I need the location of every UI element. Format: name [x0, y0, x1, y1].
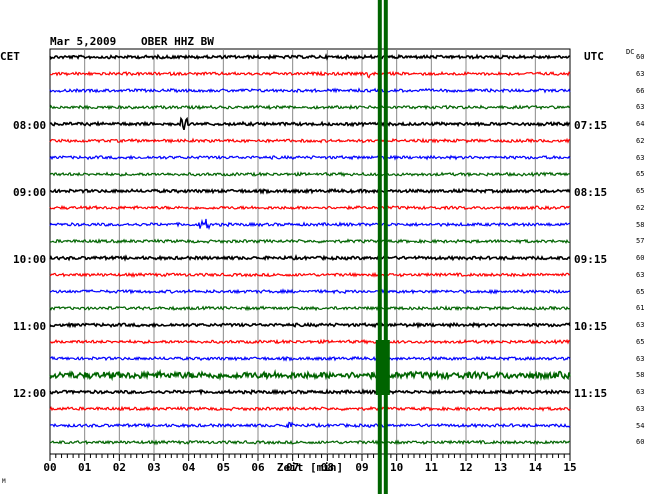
dc-value: 58 — [636, 371, 645, 380]
trace-row-23 — [49, 439, 571, 446]
dc-value: 58 — [636, 220, 645, 229]
left-time-0: 08:00 — [13, 119, 47, 132]
x-tick-label: 02 — [112, 461, 126, 474]
trace-row-0 — [49, 53, 571, 61]
x-tick-label: 11 — [424, 461, 438, 474]
right-time-3: 10:15 — [574, 320, 608, 333]
dc-value: 65 — [636, 287, 645, 296]
trace-row-12 — [49, 254, 571, 262]
right-time-4: 11:15 — [574, 387, 608, 400]
dc-value: 66 — [636, 86, 645, 95]
event-burst — [375, 340, 390, 395]
x-tick-label: 10 — [390, 461, 404, 474]
corner-mark: M — [2, 478, 6, 485]
station-code: OBER HHZ BW — [141, 35, 214, 48]
x-tick-label: 08 — [320, 461, 334, 474]
x-axis-label: Zeit [min] — [276, 461, 344, 474]
trace-row-3 — [49, 104, 571, 111]
dc-value: 60 — [636, 438, 645, 447]
x-tick-label: 09 — [355, 461, 369, 474]
x-tick-label: 13 — [494, 461, 508, 474]
right-time-0: 07:15 — [574, 119, 608, 132]
dc-value: 65 — [636, 170, 645, 179]
left-time-4: 12:00 — [13, 387, 47, 400]
x-tick-label: 05 — [216, 461, 230, 474]
dc-value: 65 — [636, 337, 645, 346]
dc-value: 64 — [636, 120, 645, 128]
dc-value: 62 — [636, 136, 645, 145]
x-tick-label: 04 — [182, 461, 196, 474]
x-tick-label: 07 — [286, 461, 300, 474]
x-tick-label: 14 — [528, 461, 542, 474]
trace-row-8 — [49, 187, 571, 195]
trace-row-19 — [49, 368, 571, 382]
dc-value: 63 — [636, 321, 645, 329]
dc-value: 63 — [636, 103, 645, 112]
dc-value: 63 — [636, 153, 645, 162]
trace-row-9 — [49, 204, 571, 211]
left-time-1: 09:00 — [13, 186, 47, 199]
event-bar-right — [383, 0, 388, 494]
right-time-1: 08:15 — [574, 186, 608, 199]
trace-row-22 — [49, 421, 571, 429]
left-time-2: 10:00 — [13, 253, 47, 266]
x-tick-label: 03 — [147, 461, 161, 474]
dc-value: 63 — [636, 388, 645, 396]
right-timezone-label: UTC — [584, 50, 604, 63]
trace-row-13 — [49, 271, 571, 278]
left-time-3: 11:00 — [13, 320, 47, 333]
trace-row-20 — [49, 388, 571, 396]
dc-value: 60 — [636, 53, 645, 61]
dc-value: 63 — [636, 354, 645, 363]
trace-row-5 — [49, 137, 571, 144]
dc-value: 63 — [636, 270, 645, 279]
left-timezone-label: CET — [0, 50, 20, 63]
trace-row-17 — [49, 338, 571, 345]
x-tick-label: 12 — [459, 461, 473, 474]
dc-value: 62 — [636, 203, 645, 212]
x-tick-label: 01 — [78, 461, 92, 474]
right-time-2: 09:15 — [574, 253, 608, 266]
dc-value: 54 — [636, 421, 645, 430]
trace-row-7 — [49, 171, 571, 178]
trace-row-16 — [49, 321, 571, 329]
dc-value: 60 — [636, 254, 645, 262]
x-tick-label: 00 — [43, 461, 57, 474]
event-bar-left — [377, 0, 382, 494]
dc-value: 61 — [636, 304, 645, 313]
dc-value: 57 — [636, 237, 645, 246]
dc-header: DC — [626, 48, 635, 56]
record-date: Mar 5,2009 — [50, 35, 117, 48]
trace-row-11 — [49, 238, 571, 245]
dc-value: 65 — [636, 187, 645, 195]
trace-row-4 — [49, 116, 570, 131]
x-tick-label: 06 — [251, 461, 265, 474]
trace-row-15 — [49, 305, 571, 312]
trace-row-2 — [49, 87, 571, 94]
dc-value: 63 — [636, 404, 645, 413]
x-tick-label: 15 — [563, 461, 577, 474]
trace-row-21 — [49, 405, 571, 412]
trace-row-18 — [49, 355, 571, 362]
trace-row-14 — [49, 288, 571, 295]
trace-row-1 — [49, 70, 571, 79]
dc-value: 63 — [636, 69, 645, 78]
trace-row-6 — [49, 154, 571, 161]
trace-row-10 — [49, 218, 571, 231]
